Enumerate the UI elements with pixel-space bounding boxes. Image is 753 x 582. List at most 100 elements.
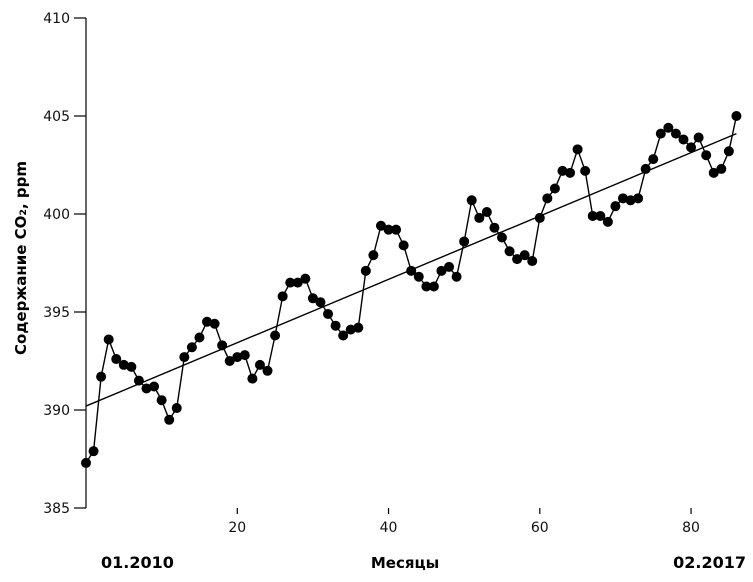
data-point	[353, 322, 364, 333]
data-point	[602, 216, 613, 227]
data-point	[565, 167, 576, 178]
data-point	[451, 271, 462, 282]
y-tick-label: 395	[43, 305, 70, 321]
data-point	[421, 281, 432, 292]
y-tick-label: 405	[43, 109, 70, 125]
data-point	[527, 256, 538, 267]
data-point	[496, 232, 507, 243]
data-point	[731, 111, 742, 121]
data-point	[375, 220, 386, 231]
data-point	[292, 277, 303, 288]
data-point	[625, 195, 636, 206]
y-tick-label: 385	[43, 501, 70, 517]
data-point	[270, 330, 281, 341]
data-point	[519, 250, 530, 261]
data-point	[670, 128, 681, 139]
data-point	[96, 371, 107, 382]
data-point	[413, 271, 424, 282]
y-tick-label: 400	[43, 207, 70, 223]
start-date-label: 01.2010	[101, 553, 174, 572]
data-point	[368, 250, 379, 261]
data-point	[640, 163, 651, 174]
data-point	[648, 154, 659, 165]
data-point	[708, 167, 719, 178]
y-tick-label: 390	[43, 403, 70, 419]
data-point	[617, 193, 628, 204]
data-point	[217, 340, 228, 351]
data-point	[655, 128, 666, 139]
data-point	[209, 318, 220, 329]
x-axis-ticks: 20 40 60 80	[228, 508, 700, 536]
data-point	[534, 212, 545, 223]
data-point	[406, 265, 417, 276]
data-point	[338, 330, 349, 341]
data-point	[126, 361, 137, 372]
data-point	[466, 195, 477, 206]
data-point	[247, 373, 258, 384]
data-point	[398, 240, 409, 251]
data-point	[277, 291, 288, 302]
data-point	[542, 193, 553, 204]
data-point	[156, 395, 167, 406]
data-point	[444, 261, 455, 272]
data-point	[149, 381, 160, 392]
data-point	[436, 265, 447, 276]
end-date-label: 02.2017	[673, 553, 746, 572]
x-tick-label: 20	[228, 520, 246, 536]
data-point	[633, 193, 644, 204]
data-point	[701, 150, 712, 161]
data-point	[81, 457, 91, 468]
data-point	[663, 122, 674, 133]
data-point	[179, 352, 190, 363]
data-point	[428, 281, 439, 292]
data-point	[391, 224, 402, 235]
data-point	[118, 359, 129, 370]
x-tick-label: 60	[531, 520, 549, 536]
data-point	[557, 165, 568, 176]
data-point	[232, 352, 243, 363]
data-point	[141, 383, 152, 394]
data-point	[686, 142, 697, 153]
y-axis-title: Содержание CO₂, ppm	[12, 161, 30, 355]
data-point	[345, 324, 356, 335]
data-point	[285, 277, 296, 288]
data-point	[504, 246, 515, 257]
data-point	[202, 316, 213, 327]
x-axis-title: Месяцы	[371, 554, 439, 572]
data-point	[300, 273, 311, 284]
x-tick-label: 80	[682, 520, 700, 536]
data-point	[572, 144, 583, 155]
data-point	[164, 414, 175, 425]
x-tick-label: 40	[380, 520, 398, 536]
data-point	[186, 342, 197, 353]
data-point	[224, 356, 235, 366]
data-point	[239, 350, 250, 361]
data-point	[549, 183, 560, 194]
data-point	[133, 375, 144, 386]
data-point	[693, 132, 704, 143]
data-point	[512, 254, 523, 265]
data-point	[103, 334, 114, 345]
data-point	[489, 222, 500, 233]
data-point	[610, 201, 621, 212]
data-point	[595, 210, 606, 221]
data-point	[171, 403, 182, 414]
data-point	[254, 359, 265, 370]
data-point	[307, 293, 318, 304]
data-point	[678, 134, 689, 145]
data-point	[723, 146, 734, 157]
data-point	[323, 308, 334, 319]
series-line	[85, 115, 738, 464]
data-point	[262, 365, 273, 376]
data-point	[111, 354, 122, 365]
data-point	[587, 210, 598, 221]
data-point	[330, 320, 341, 331]
y-tick-label: 410	[43, 11, 70, 27]
data-point	[716, 163, 727, 174]
data-point	[383, 224, 394, 235]
y-axis-ticks: 385 390 395 400 405 410	[43, 11, 86, 517]
data-point	[474, 212, 485, 223]
data-point	[360, 265, 371, 276]
